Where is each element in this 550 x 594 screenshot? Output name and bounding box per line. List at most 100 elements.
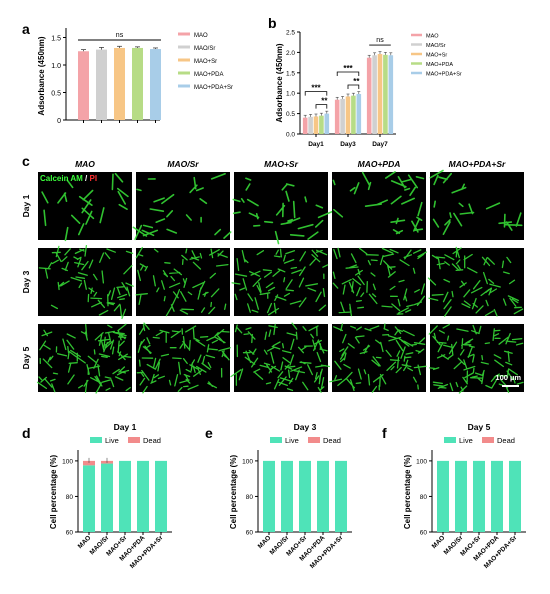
bar-MAO+PDA bbox=[383, 54, 388, 134]
micrograph-MAO+PDA-Day 5 bbox=[329, 323, 427, 393]
y-tick-label: 0.5 bbox=[286, 111, 295, 118]
micrograph-MAO+PDA+Sr-Day 3 bbox=[427, 246, 524, 317]
x-tick-label: MAO+PDA+Sr bbox=[309, 534, 345, 570]
cells bbox=[429, 169, 523, 235]
x-tick-label: Day7 bbox=[372, 141, 388, 148]
legend-label: MAO/Sr bbox=[426, 43, 446, 49]
x-tick-label: MAO+PDA+Sr bbox=[483, 534, 519, 570]
row-label: Day 3 bbox=[21, 270, 31, 293]
y-axis-label: Adsorbance (450nm) bbox=[275, 43, 284, 122]
cells bbox=[132, 173, 232, 241]
y-tick-label: 0.0 bbox=[286, 132, 295, 139]
y-tick-label: 2.0 bbox=[286, 50, 295, 57]
bar-MAO bbox=[78, 51, 89, 120]
cells bbox=[136, 322, 231, 394]
chart-title: Day 3 bbox=[294, 422, 317, 432]
chart-title: Day 1 bbox=[114, 422, 137, 432]
legend-swatch-dead bbox=[482, 437, 494, 443]
micrograph-MAO/Sr-Day 3 bbox=[135, 246, 230, 317]
legend-label-live: Live bbox=[459, 436, 473, 445]
y-tick-label: 80 bbox=[246, 494, 254, 501]
legend-label-dead: Dead bbox=[497, 436, 515, 445]
bar-live-MAO/Sr bbox=[281, 460, 293, 532]
cells bbox=[332, 171, 425, 235]
micrograph-MAO/Sr-Day 5 bbox=[136, 322, 231, 394]
y-tick-label: 60 bbox=[66, 530, 74, 537]
micrograph-bg bbox=[332, 172, 426, 240]
bar-MAO/Sr bbox=[96, 49, 107, 120]
bar-live-MAO bbox=[83, 465, 95, 532]
stain-sep: / bbox=[83, 174, 90, 183]
legend-label: MAO+PDA bbox=[426, 62, 453, 68]
micrograph-MAO/Sr-Day 1 bbox=[132, 172, 232, 241]
micrograph-MAO-Day 5 bbox=[36, 323, 132, 394]
micrograph-MAO+PDA+Sr-Day 5 bbox=[428, 323, 524, 394]
cells bbox=[332, 247, 427, 317]
sig-bracket-2star bbox=[347, 84, 360, 90]
bar-live-MAO bbox=[263, 460, 275, 532]
bar-live-MAO bbox=[437, 460, 449, 532]
legend-swatch-live bbox=[270, 437, 282, 443]
bar-MAO bbox=[302, 117, 308, 134]
bar-MAO/Sr bbox=[308, 116, 313, 134]
bar-MAO bbox=[366, 57, 372, 135]
bar-live-MAO+PDA bbox=[491, 460, 503, 532]
sig-bracket-3star bbox=[304, 91, 328, 96]
micrograph-bg bbox=[38, 172, 132, 240]
panel-a: a 0 0.5 1.0 1.5 Adsorbance (450nm) ns MAO MAO/Sr… bbox=[22, 21, 233, 125]
cells bbox=[232, 177, 334, 245]
bar-live-MAO+Sr bbox=[473, 460, 485, 532]
legend-label: MAO+Sr bbox=[194, 59, 217, 65]
x-tick-label: MAO bbox=[257, 534, 273, 550]
y-tick-label: 1.0 bbox=[286, 91, 295, 98]
y-tick-label: 100 bbox=[416, 458, 427, 465]
y-tick-label: 0.5 bbox=[51, 91, 61, 98]
panel-letter-e: e bbox=[205, 425, 213, 441]
micrograph-MAO+Sr-Day 5 bbox=[230, 322, 331, 393]
micrograph-bg bbox=[234, 172, 328, 240]
x-tick-label: Day3 bbox=[340, 141, 356, 148]
column-header: MAO bbox=[75, 159, 95, 169]
legend-label: MAO bbox=[426, 34, 439, 40]
bar-live-MAO/Sr bbox=[455, 460, 467, 532]
y-tick-label: 80 bbox=[66, 494, 74, 501]
cells bbox=[38, 244, 134, 320]
y-tick-label: 100 bbox=[242, 458, 253, 465]
bar-live-MAO+PDA bbox=[137, 460, 149, 532]
legend-label: MAO+PDA+Sr bbox=[194, 85, 233, 91]
sig-bracket-2star bbox=[315, 104, 328, 109]
legend-swatch-dead bbox=[128, 437, 140, 443]
bar-live-MAO+PDA+Sr bbox=[155, 460, 167, 532]
bar-MAO+Sr bbox=[377, 54, 383, 135]
panel-letter-a: a bbox=[22, 21, 30, 37]
y-tick-label: 0 bbox=[57, 118, 61, 125]
sig-2star: ** bbox=[353, 77, 360, 86]
cells bbox=[329, 323, 427, 393]
x-tick-label: MAO bbox=[431, 534, 447, 550]
micrograph-MAO+Sr-Day 1 bbox=[232, 172, 334, 245]
micrograph-MAO-Day 1 bbox=[38, 172, 132, 242]
y-tick-label: 60 bbox=[420, 530, 428, 537]
micrograph-bg bbox=[234, 248, 328, 316]
x-tick-label: MAO bbox=[77, 534, 93, 550]
y-axis-label: Cell percentage (%) bbox=[229, 455, 238, 530]
y-tick-label: 2.5 bbox=[286, 30, 295, 37]
legend-label: MAO+Sr bbox=[426, 53, 447, 59]
stain-label: Calcein AM / PI bbox=[40, 174, 97, 183]
bar-MAO+PDA bbox=[351, 95, 356, 134]
bar-live-MAO+Sr bbox=[119, 460, 131, 532]
legend-label-dead: Dead bbox=[323, 436, 341, 445]
sig-2star: ** bbox=[321, 97, 328, 106]
micrograph-bg bbox=[136, 248, 230, 316]
chart-title: Day 5 bbox=[468, 422, 491, 432]
scale-bar-label: 100 µm bbox=[495, 373, 521, 382]
bar-MAO/Sr bbox=[340, 98, 345, 134]
y-tick-label: 1.0 bbox=[51, 63, 61, 70]
legend-label-live: Live bbox=[285, 436, 299, 445]
cells bbox=[36, 323, 132, 394]
legend-label: MAO/Sr bbox=[194, 46, 215, 52]
panel-letter-c: c bbox=[22, 153, 30, 169]
cells bbox=[230, 322, 331, 393]
micrograph-bg bbox=[38, 324, 132, 392]
bar-dead-MAO bbox=[83, 460, 95, 466]
